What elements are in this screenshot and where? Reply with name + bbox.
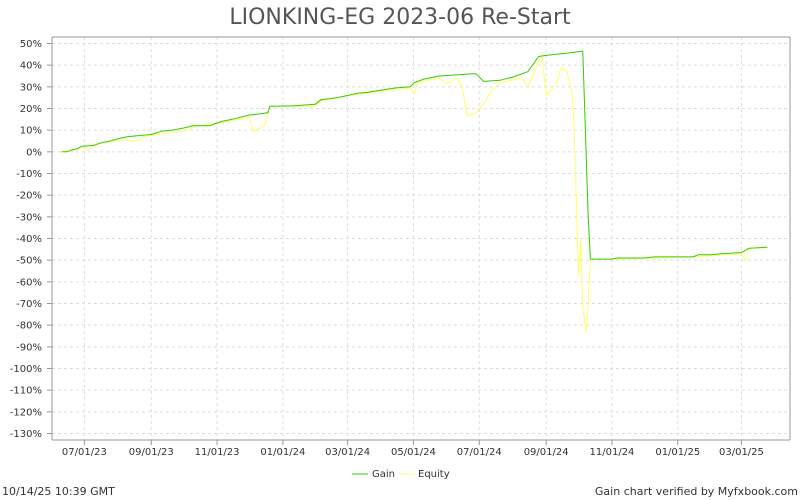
x-tick-label: 09/01/23: [129, 447, 174, 458]
legend-equity-label: Equity: [418, 469, 450, 480]
x-tick-label: 03/01/25: [719, 447, 764, 458]
axes: 50% 40% 30% 20% 10% 0% -10% -20% -30% -40% -50% -60…: [10, 36, 791, 458]
x-tick-label: 07/01/24: [457, 447, 502, 458]
series-line-gain: [61, 50, 768, 260]
y-tick-label: -10%: [16, 169, 42, 180]
x-tick-label: 01/01/24: [260, 447, 305, 458]
y-tick-label: -30%: [16, 212, 42, 223]
y-tick-label: 10%: [20, 126, 42, 137]
x-tick-label: 11/01/24: [590, 447, 635, 458]
x-tick-label: 07/01/23: [62, 447, 107, 458]
y-tick-label: 30%: [20, 82, 42, 93]
y-tick-label: 0%: [26, 147, 42, 158]
y-tick-label: -50%: [16, 256, 42, 267]
y-tick-label: 50%: [20, 39, 42, 50]
x-tick-label: 01/01/25: [655, 447, 700, 458]
legend-gain-label: Gain: [372, 469, 395, 480]
y-tick-label: -60%: [16, 277, 42, 288]
y-tick-label: -90%: [16, 342, 42, 353]
series-line-equity: [61, 53, 768, 333]
y-tick-label: 40%: [20, 61, 42, 72]
legend: Gain Equity: [352, 469, 450, 480]
chart-title: LIONKING-EG 2023-06 Re-Start: [229, 5, 571, 30]
y-tick-label: -110%: [10, 386, 42, 397]
y-tick-label: -130%: [10, 429, 42, 440]
x-tick-label: 11/01/23: [195, 447, 240, 458]
y-tick-label: -20%: [16, 191, 42, 202]
footer-verified: Gain chart verified by Myfxbook.com: [595, 485, 798, 498]
y-tick-label: -40%: [16, 234, 42, 245]
x-tick-label: 09/01/24: [524, 447, 569, 458]
series: [61, 50, 768, 333]
x-tick-label: 05/01/24: [391, 447, 436, 458]
y-tick-label: -100%: [10, 364, 42, 375]
y-tick-label: -120%: [10, 407, 42, 418]
y-tick-label: -70%: [16, 299, 42, 310]
y-tick-label: 20%: [20, 104, 42, 115]
grid: [52, 37, 790, 440]
footer-timestamp: 10/14/25 10:39 GMT: [2, 485, 115, 498]
y-tick-label: -80%: [16, 321, 42, 332]
x-tick-label: 03/01/24: [325, 447, 370, 458]
